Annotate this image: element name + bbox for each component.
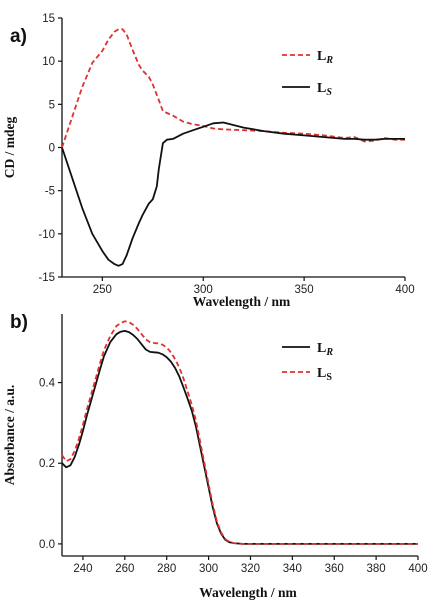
- series-line-LS: [61, 121, 405, 267]
- y-tick-label: 15: [42, 13, 55, 25]
- y-axis-label: CD / mdeg: [2, 117, 17, 179]
- y-tick-label: 0.2: [39, 458, 55, 470]
- y-tick-label: 5: [49, 99, 55, 111]
- x-tick-label: 280: [157, 563, 176, 575]
- panel-label: a): [10, 26, 27, 47]
- series-line-LR: [61, 329, 418, 545]
- x-tick-label: 380: [367, 563, 386, 575]
- y-tick-label: -5: [45, 186, 55, 198]
- legend-label: LS: [317, 81, 332, 98]
- y-tick-label: -10: [38, 229, 55, 241]
- y-tick-label: 10: [42, 56, 55, 68]
- x-tick-label: 320: [241, 563, 260, 575]
- legend-label: LS: [317, 366, 332, 383]
- series-line-LS: [61, 320, 418, 545]
- x-axis-label: Wavelength / nm: [193, 294, 291, 309]
- x-tick-label: 360: [325, 563, 344, 575]
- chart-panel-b: b) 240 260 280 300 320 340 360 380 400 0.0 0.2 0.4 Wa…: [2, 312, 428, 600]
- legend-label: LR: [317, 341, 333, 358]
- panel-label: b): [10, 312, 28, 333]
- x-tick-label: 300: [194, 284, 213, 296]
- x-tick-label: 400: [408, 563, 427, 575]
- x-tick-label: 350: [295, 284, 314, 296]
- x-axis-label: Wavelength / nm: [199, 585, 297, 600]
- y-tick-label: 0.4: [39, 378, 56, 390]
- y-axis-label: Absorbance / a.u.: [2, 385, 17, 486]
- y-tick-label: -15: [38, 272, 55, 284]
- x-tick-label: 250: [93, 284, 112, 296]
- chart-panel-a: a) 250 300 350 400 15 10 5 0 -5 -10 -15 Wavelength /…: [2, 13, 415, 309]
- series-line-LR: [61, 28, 405, 148]
- y-tick-label: 0.0: [39, 539, 55, 551]
- x-tick-label: 260: [115, 563, 134, 575]
- y-tick-label: 0: [49, 143, 55, 155]
- legend-label: LR: [317, 49, 333, 66]
- x-tick-label: 400: [395, 284, 414, 296]
- x-tick-label: 240: [73, 563, 92, 575]
- x-tick-label: 340: [283, 563, 302, 575]
- x-tick-label: 300: [199, 563, 218, 575]
